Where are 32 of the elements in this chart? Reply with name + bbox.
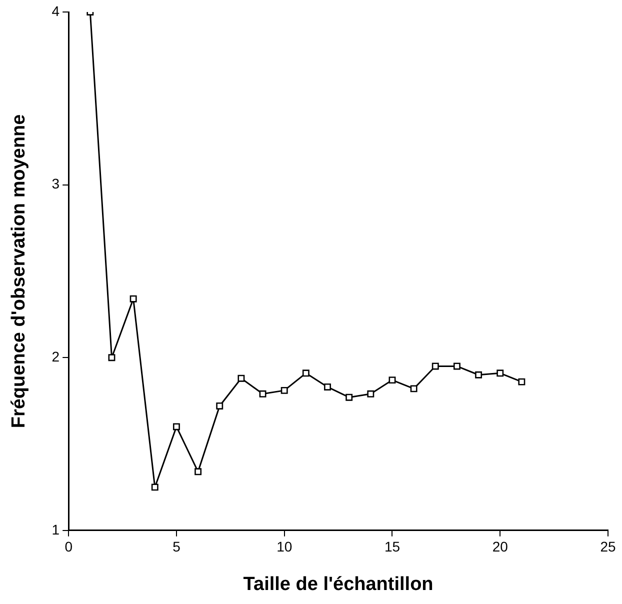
- point: [367, 390, 374, 398]
- point: [280, 386, 288, 394]
- point: [130, 295, 137, 302]
- x-tick-label: 15: [384, 538, 400, 555]
- point: [259, 390, 266, 398]
- point: [108, 354, 116, 362]
- point: [432, 362, 439, 370]
- x-tick-label: 5: [172, 538, 181, 555]
- point: [475, 371, 482, 378]
- point: [346, 394, 353, 401]
- point: [172, 423, 180, 430]
- x-tick-label: 20: [492, 538, 508, 555]
- y-tick-label: 2: [52, 348, 60, 364]
- point: [453, 362, 460, 370]
- point: [388, 376, 396, 384]
- point: [518, 378, 526, 386]
- point: [238, 374, 245, 382]
- point: [194, 468, 202, 476]
- y-tick-label: 1: [52, 521, 60, 538]
- x-tick-label: 25: [600, 538, 616, 555]
- point: [151, 484, 158, 491]
- y-tick-label: 4: [52, 2, 60, 19]
- x-axis-title: Taille de l'échantillon: [243, 574, 434, 595]
- point: [410, 385, 418, 392]
- point: [496, 370, 504, 377]
- x-tick-label: 0: [64, 538, 73, 555]
- point: [324, 384, 331, 390]
- point: [302, 370, 310, 377]
- x-tick-label: 10: [276, 538, 292, 555]
- y-tick-label: 3: [52, 176, 60, 192]
- point: [216, 402, 224, 410]
- y-axis-title: Fréquence d'observation moyenne: [8, 114, 30, 428]
